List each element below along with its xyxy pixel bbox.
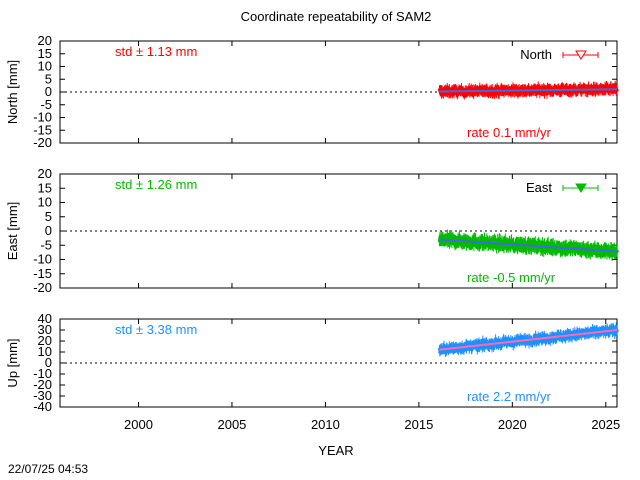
up-std-label: std ± 3.38 mm: [115, 322, 197, 337]
x-tick-label: 2020: [498, 417, 527, 432]
north-ytick-label: 5: [45, 71, 52, 86]
east-trend-line: [439, 238, 618, 253]
x-tick-label: 2005: [217, 417, 246, 432]
east-legend-label: East: [526, 180, 552, 195]
up-ytick-label: 30: [38, 322, 52, 337]
x-axis-label: YEAR: [318, 443, 353, 458]
north-ytick-label: 15: [38, 46, 52, 61]
east-ytick-label: -20: [33, 280, 52, 295]
north-axis-label: North [mm]: [5, 60, 20, 124]
up-ytick-label: 10: [38, 344, 52, 359]
north-legend-label: North: [520, 47, 552, 62]
x-tick-label: 2015: [404, 417, 433, 432]
north-std-label: std ± 1.13 mm: [115, 44, 197, 59]
timestamp: 22/07/25 04:53: [8, 462, 88, 476]
north-ytick-label: -15: [33, 122, 52, 137]
east-rate-label: rate -0.5 mm/yr: [467, 270, 556, 285]
up-ytick-label: 40: [38, 311, 52, 326]
up-rate-label: rate 2.2 mm/yr: [467, 389, 551, 404]
north-ytick-label: -10: [33, 110, 52, 125]
east-ytick-label: 10: [38, 195, 52, 210]
up-ytick-label: 0: [45, 355, 52, 370]
east-ytick-label: -5: [40, 237, 52, 252]
north-ytick-label: 0: [45, 84, 52, 99]
x-tick-label: 2025: [591, 417, 620, 432]
east-ytick-label: -10: [33, 252, 52, 267]
east-ytick-label: 0: [45, 223, 52, 238]
north-ytick-label: 10: [38, 59, 52, 74]
x-tick-label: 2000: [124, 417, 153, 432]
east-std-label: std ± 1.26 mm: [115, 177, 197, 192]
up-ytick-label: 20: [38, 333, 52, 348]
north-legend-marker: [575, 50, 587, 60]
east-ytick-label: -15: [33, 266, 52, 281]
east-legend-marker: [575, 183, 587, 193]
east-ytick-label: 5: [45, 209, 52, 224]
east-axis-label: East [mm]: [5, 202, 20, 261]
up-ytick-label: -20: [33, 377, 52, 392]
north-rate-label: rate 0.1 mm/yr: [467, 125, 551, 140]
x-tick-label: 2010: [311, 417, 340, 432]
north-ytick-label: -20: [33, 135, 52, 150]
north-ytick-label: -5: [40, 97, 52, 112]
east-ytick-label: 15: [38, 180, 52, 195]
east-ytick-label: 20: [38, 166, 52, 181]
north-ytick-label: 20: [38, 33, 52, 48]
up-ytick-label: -40: [33, 399, 52, 414]
up-trend-line: [439, 329, 618, 351]
north-trend-line: [439, 88, 618, 93]
up-ytick-label: -10: [33, 366, 52, 381]
up-ytick-label: -30: [33, 388, 52, 403]
chart-title: Coordinate repeatability of SAM2: [241, 9, 432, 24]
up-axis-label: Up [mm]: [5, 338, 20, 387]
x-axis: 2000 2005 2010 2015 2020 2025: [124, 417, 620, 432]
